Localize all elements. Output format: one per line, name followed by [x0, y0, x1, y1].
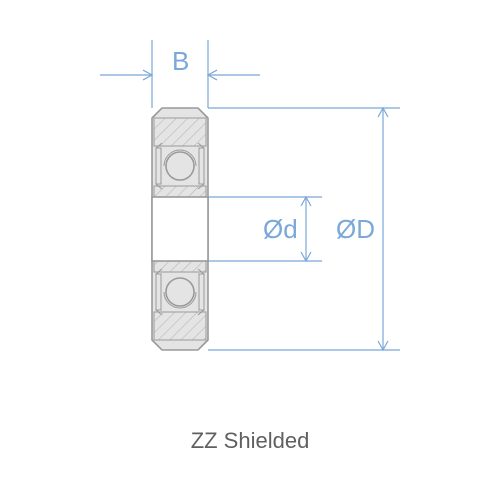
label-width-B: B — [172, 46, 189, 76]
diagram-caption: ZZ Shielded — [0, 428, 500, 454]
bearing-diagram: B Ød ØD ZZ Shielded — [0, 0, 500, 500]
drawing-svg: B Ød ØD — [0, 0, 500, 500]
label-inner-diameter: Ød — [263, 214, 298, 244]
label-outer-diameter: ØD — [336, 214, 375, 244]
